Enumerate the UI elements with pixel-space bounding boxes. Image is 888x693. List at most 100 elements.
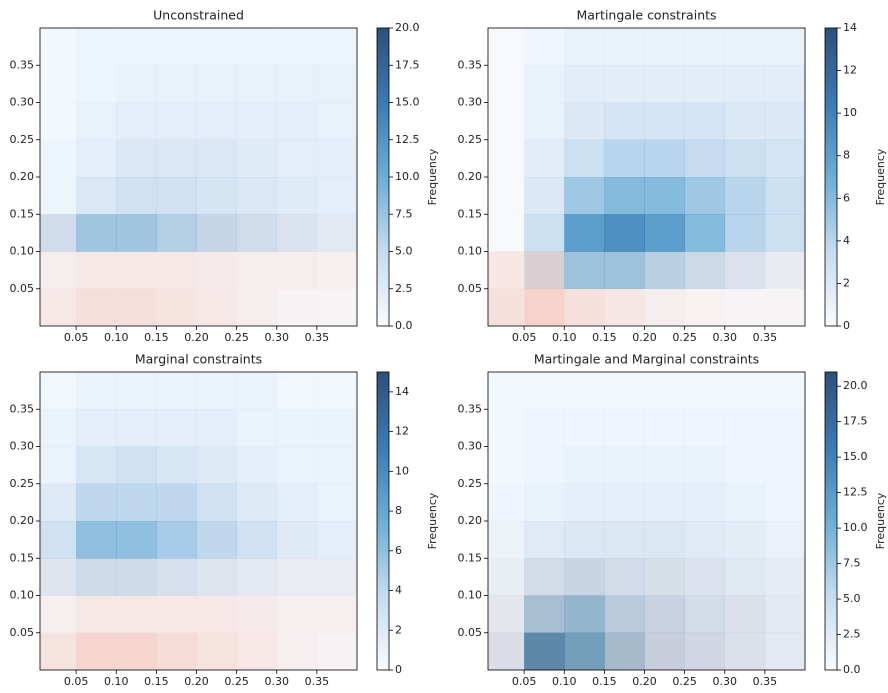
heat-cell — [40, 483, 77, 522]
heat-cell — [604, 288, 645, 327]
heat-cell — [76, 409, 117, 447]
heat-cell — [40, 288, 77, 327]
x-tick-label: 0.15 — [144, 331, 169, 344]
x-tick-label: 0.25 — [224, 331, 249, 344]
heat-cell — [236, 139, 278, 178]
y-tick-label: 0.05 — [10, 626, 35, 639]
heat-cell — [564, 102, 605, 141]
heat-cell — [644, 288, 685, 327]
heat-cell — [684, 372, 726, 410]
heat-cell — [524, 102, 565, 141]
heat-cell — [724, 251, 766, 290]
x-tick-label: 0.15 — [592, 331, 617, 344]
heat-cell — [156, 214, 197, 252]
heat-cell — [604, 446, 645, 485]
colorbar-tick-label: 12 — [395, 425, 409, 438]
heat-cell — [196, 65, 237, 103]
y-tick-label: 0.20 — [458, 170, 483, 183]
heat-cell — [488, 65, 525, 103]
heat-cell — [116, 139, 157, 178]
heat-cell — [764, 251, 806, 290]
x-tick-label: 0.05 — [512, 331, 537, 344]
y-tick-label: 0.05 — [458, 282, 483, 295]
heat-cell — [276, 558, 318, 596]
chart-title: Unconstrained — [153, 8, 244, 23]
y-tick-label: 0.25 — [10, 133, 35, 146]
heat-cell — [276, 102, 318, 141]
x-tick-label: 0.05 — [64, 675, 89, 688]
heat-cell — [40, 595, 77, 634]
colorbar-tick-label: 2.5 — [843, 628, 861, 641]
y-tick-label: 0.20 — [10, 514, 35, 527]
heat-cell — [116, 28, 157, 66]
plot-area — [40, 28, 358, 327]
heat-cell — [316, 632, 358, 671]
heat-cell — [604, 28, 645, 66]
colorbar-label: Frequency — [426, 492, 439, 549]
heat-cell — [564, 521, 605, 559]
heat-cell — [684, 177, 726, 215]
colorbar-tick-label: 7.5 — [395, 207, 413, 220]
y-tick-label: 0.25 — [458, 133, 483, 146]
heat-cell — [488, 521, 525, 559]
heat-cell — [156, 558, 197, 596]
heat-cell — [524, 251, 565, 290]
y-tick-label: 0.15 — [10, 207, 35, 220]
heat-cell — [764, 595, 806, 634]
heat-cell — [564, 214, 605, 252]
colorbar-tick-label: 10.0 — [395, 170, 420, 183]
heat-cell — [196, 521, 237, 559]
heat-cell — [316, 372, 358, 410]
heat-cell — [764, 558, 806, 596]
colorbar-tick-label: 2.5 — [395, 282, 413, 295]
heat-cell — [156, 177, 197, 215]
heat-cell — [76, 65, 117, 103]
heat-cell — [276, 409, 318, 447]
heat-cell — [76, 521, 117, 559]
heat-cell — [564, 483, 605, 522]
x-tick-label: 0.35 — [753, 675, 778, 688]
heat-cell — [684, 409, 726, 447]
heat-cell — [644, 632, 685, 671]
heat-cell — [156, 65, 197, 103]
heat-cell — [764, 102, 806, 141]
y-tick-label: 0.15 — [10, 551, 35, 564]
heat-cell — [644, 409, 685, 447]
y-tick-label: 0.25 — [10, 477, 35, 490]
heat-cell — [76, 483, 117, 522]
heat-cell — [236, 214, 278, 252]
colorbar-tick-label: 17.5 — [843, 415, 868, 428]
heat-cell — [644, 102, 685, 141]
x-tick-label: 0.10 — [104, 331, 129, 344]
heat-cell — [524, 446, 565, 485]
heat-cell — [40, 177, 77, 215]
heat-cell — [644, 139, 685, 178]
x-tick-label: 0.05 — [512, 675, 537, 688]
colorbar-tick-label: 2 — [843, 276, 850, 289]
heat-cell — [40, 102, 77, 141]
heat-cell — [40, 521, 77, 559]
heat-cell — [644, 251, 685, 290]
heat-cell — [276, 288, 318, 327]
heat-cell — [564, 28, 605, 66]
heat-cell — [276, 65, 318, 103]
x-tick-label: 0.20 — [184, 675, 209, 688]
heat-cell — [196, 214, 237, 252]
heat-cell — [724, 288, 766, 327]
heat-cell — [684, 595, 726, 634]
heat-cell — [724, 483, 766, 522]
x-tick-label: 0.25 — [672, 331, 697, 344]
colorbar-tick-label: 2 — [395, 623, 402, 636]
heat-cell — [156, 251, 197, 290]
heat-cell — [524, 372, 565, 410]
colorbar-tick-label: 7.5 — [843, 557, 861, 570]
heat-cell — [116, 483, 157, 522]
heat-cell — [116, 214, 157, 252]
x-tick-label: 0.25 — [672, 675, 697, 688]
heat-cell — [644, 214, 685, 252]
heat-cell — [76, 558, 117, 596]
heat-cell — [40, 139, 77, 178]
heat-cell — [724, 214, 766, 252]
y-tick-label: 0.20 — [458, 514, 483, 527]
heat-cell — [40, 409, 77, 447]
